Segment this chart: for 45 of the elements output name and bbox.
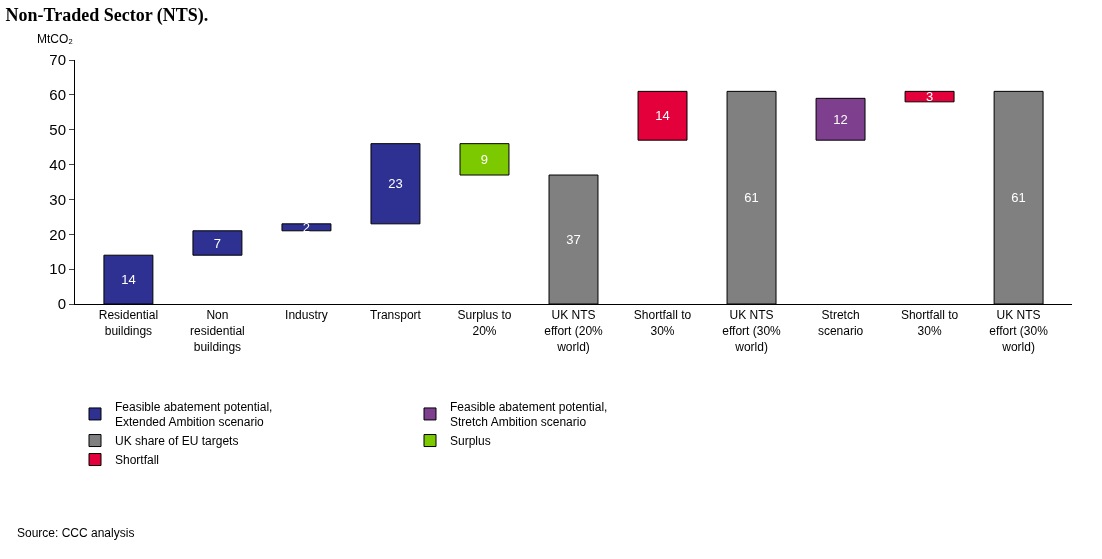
x-tick-label: UK NTS effort (30% world) [989,308,1049,354]
data-label: 37 [566,232,581,248]
data-label: 14 [121,272,136,288]
data-label: 61 [1011,190,1026,206]
legend-label: Shortfall [115,453,160,468]
bar [370,143,421,225]
x-tick-label: Industry [285,308,328,323]
data-label: 2 [302,219,311,235]
bar [637,90,688,141]
y-tick-label: 70 [49,51,66,69]
x-tick-label: UK NTS effort (30% world) [722,308,782,354]
x-tick-label: Stretch scenario [817,308,864,338]
x-tick-label: Non residential buildings [190,308,245,354]
bar [459,143,510,176]
data-label: 14 [655,108,670,124]
legend-label: Feasible abatement potential, Extended Ambition scenario [115,399,273,430]
data-label: 3 [925,89,934,105]
y-tick-label: 20 [49,225,66,243]
y-axis-title: MtCO₂ [37,32,74,46]
x-tick-label: UK NTS effort (20% world) [544,308,604,354]
x-tick-label: Shortfall to 30% [900,308,959,338]
x-tick-label: Shortfall to 30% [633,308,692,338]
bar [281,223,332,232]
data-label: 23 [388,176,403,192]
y-tick-label: 0 [57,295,66,313]
data-label: 12 [833,111,848,127]
legend-label: UK share of EU targets [115,434,239,449]
y-tick-label: 30 [49,190,66,208]
x-tick-label: Transport [370,308,422,323]
data-label: 9 [480,151,489,167]
legend-label: Surplus [450,434,491,449]
y-tick-label: 40 [49,155,66,173]
data-label: 7 [213,235,222,251]
y-tick-label: 10 [49,260,66,278]
y-tick-label: 60 [49,86,66,104]
chart-title: Non-Traded Sector (NTS). [5,4,209,26]
bar [192,230,243,256]
bar [815,97,866,141]
x-tick-label: Residential buildings [98,308,159,338]
data-label: 61 [744,190,759,206]
source-note: Source: CCC analysis [17,526,135,540]
y-tick-label: 50 [49,120,66,138]
bar [904,90,955,103]
legend-label: Feasible abatement potential, Stretch Ambition scenario [450,399,608,430]
x-tick-label: Surplus to 20% [457,308,512,338]
